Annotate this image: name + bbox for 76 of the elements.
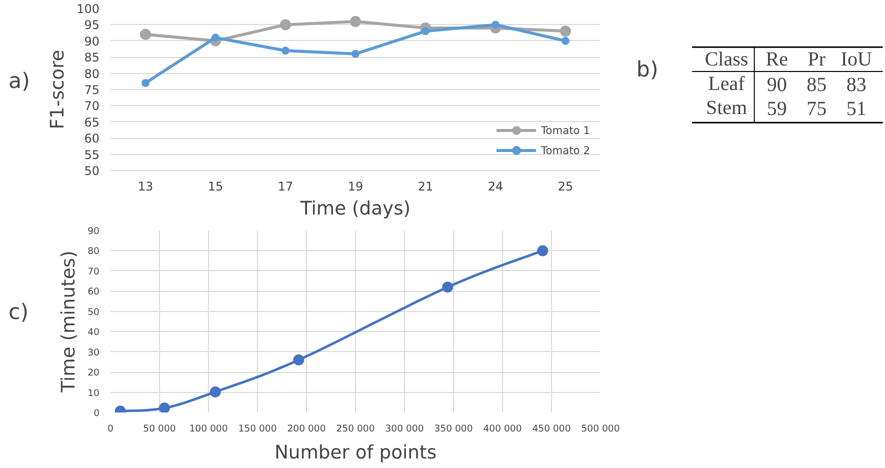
y-tick-label: 70	[84, 99, 100, 114]
point	[537, 245, 548, 256]
y-axis-title: Time (minutes)	[58, 250, 80, 394]
point	[560, 26, 571, 37]
x-tick-label: 100 000	[189, 424, 228, 434]
text: Re	[766, 48, 788, 70]
text: 83	[846, 74, 866, 96]
y-tick-label: 60	[84, 132, 100, 146]
x-tick-label: 50 000	[143, 424, 176, 434]
text: Pr	[808, 48, 826, 70]
y-tick-label: 0	[94, 408, 100, 419]
text: 75	[806, 98, 827, 120]
x-tick-label: 15	[208, 180, 224, 194]
x-tick-label: 500 000	[581, 424, 620, 434]
y-tick-label: 10	[88, 388, 100, 399]
text: 51	[846, 98, 866, 120]
point	[212, 34, 220, 42]
y-tick-label: 60	[88, 286, 100, 298]
text: b)	[636, 58, 658, 83]
x-axis-title: Number of points	[274, 442, 437, 464]
point	[352, 50, 360, 58]
point	[142, 79, 150, 88]
text: Stem	[706, 97, 748, 120]
point	[158, 402, 170, 412]
x-tick-label: 13	[138, 180, 154, 194]
x-tick-label: 250 000	[336, 424, 375, 434]
x-tick-label: 25	[558, 180, 574, 194]
text: a)	[8, 68, 30, 94]
x-tick-label: 0	[108, 424, 114, 434]
point	[210, 386, 221, 398]
x-tick-label: 21	[418, 180, 434, 194]
point	[350, 16, 361, 27]
point	[442, 282, 454, 293]
y-tick-label: 55	[84, 148, 100, 162]
x-tick-label: 24	[488, 180, 504, 194]
x-tick-label: 400 000	[483, 424, 522, 434]
text: 85	[806, 74, 827, 96]
x-tick-label: 17	[278, 180, 294, 194]
text: 59	[766, 98, 787, 120]
y-tick-label: 50	[84, 164, 100, 178]
text: Class	[704, 48, 748, 70]
x-tick-label: 350 000	[434, 424, 473, 434]
y-tick-label: 80	[84, 66, 100, 81]
text: IoU	[840, 48, 872, 70]
y-tick-label: 95	[84, 18, 100, 32]
x-tick-label: 200 000	[287, 424, 326, 434]
y-tick-label: 100	[76, 2, 100, 16]
point	[562, 36, 570, 45]
x-tick-label: 450 000	[532, 424, 571, 434]
y-tick-label: 30	[88, 347, 100, 358]
text: 90	[766, 74, 787, 96]
point	[280, 19, 291, 30]
x-axis-title: Time (days)	[299, 198, 411, 220]
y-tick-label: 65	[84, 115, 100, 130]
y-tick-label: 85	[84, 50, 100, 65]
y-tick-label: 80	[88, 246, 100, 258]
x-tick-label: 300 000	[385, 424, 424, 434]
y-tick-label: 20	[88, 368, 100, 379]
y-tick-label: 40	[88, 327, 100, 338]
point	[293, 354, 304, 366]
y-tick-label: 75	[84, 83, 100, 97]
legend-label: Tomato 1	[541, 124, 590, 136]
point	[422, 27, 430, 36]
y-tick-label: 70	[88, 266, 100, 278]
y-tick-label: 90	[84, 34, 100, 48]
legend-label: Tomato 2	[541, 144, 590, 156]
text: c)	[8, 300, 29, 325]
point	[492, 20, 500, 29]
point	[282, 46, 290, 55]
y-axis-title: F1-score	[48, 50, 69, 130]
y-tick-label: 90	[88, 226, 100, 237]
text: Leaf	[708, 72, 746, 95]
x-tick-label: 150 000	[238, 424, 277, 434]
x-tick-label: 19	[348, 180, 364, 194]
point	[140, 28, 151, 40]
y-tick-label: 50	[88, 306, 100, 318]
